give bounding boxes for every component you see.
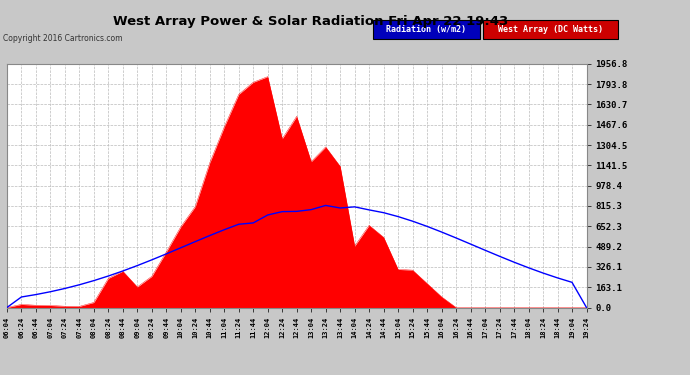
FancyBboxPatch shape	[373, 20, 480, 39]
Text: Radiation (w/m2): Radiation (w/m2)	[386, 25, 466, 34]
Text: Copyright 2016 Cartronics.com: Copyright 2016 Cartronics.com	[3, 34, 123, 43]
FancyBboxPatch shape	[483, 20, 618, 39]
Text: West Array (DC Watts): West Array (DC Watts)	[497, 25, 603, 34]
Text: West Array Power & Solar Radiation Fri Apr 22 19:43: West Array Power & Solar Radiation Fri A…	[113, 15, 508, 28]
